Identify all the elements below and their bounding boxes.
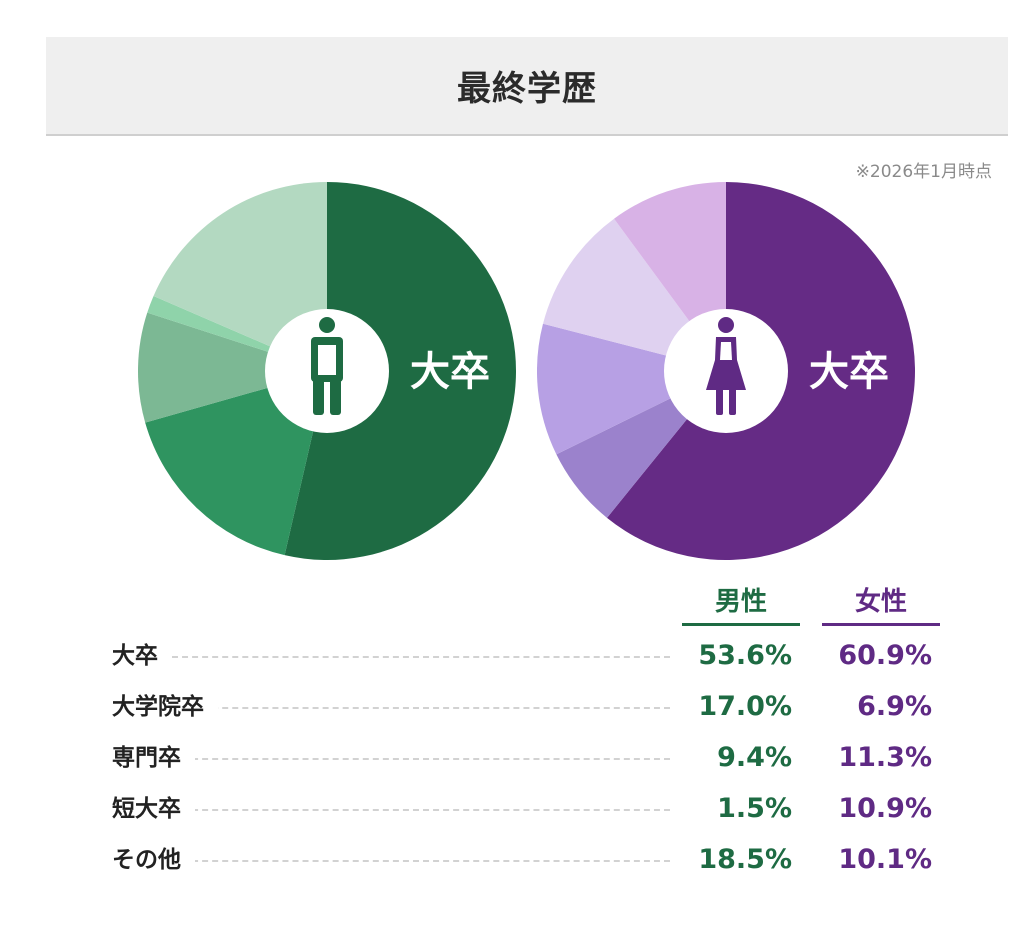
male-value: 1.5% — [717, 793, 792, 824]
leader-dots — [172, 860, 670, 862]
female-value: 10.9% — [838, 793, 932, 824]
female-value: 60.9% — [838, 640, 932, 671]
row-label: 大学院卒 — [112, 687, 218, 727]
table-row: 短大卒 1.5% 10.9% — [112, 789, 942, 829]
leader-dots — [172, 656, 670, 658]
female-person-icon — [706, 317, 746, 415]
male-value: 17.0% — [698, 691, 792, 722]
table-row: その他 18.5% 10.1% — [112, 840, 942, 880]
pie-slice-3 — [537, 323, 726, 455]
female-value: 11.3% — [838, 742, 932, 773]
table-row: 専門卒 9.4% 11.3% — [112, 738, 942, 778]
pie-slice-2 — [145, 371, 327, 556]
leader-dots — [172, 758, 670, 760]
title-bar: 最終学歴 — [46, 37, 1008, 136]
pie-slice-1 — [284, 182, 516, 560]
row-label: 短大卒 — [112, 789, 195, 829]
female-value: 6.9% — [857, 691, 932, 722]
male-column-header: 男性 — [682, 583, 800, 626]
female-value: 10.1% — [838, 844, 932, 875]
male-value: 9.4% — [717, 742, 792, 773]
page-title: 最終学歴 — [457, 69, 597, 109]
row-label: 専門卒 — [112, 738, 195, 778]
male-person-icon — [311, 317, 343, 415]
male-value: 18.5% — [698, 844, 792, 875]
row-label: 大卒 — [112, 636, 172, 676]
table-row: 大学院卒 17.0% 6.9% — [112, 687, 942, 727]
row-label: その他 — [112, 840, 195, 880]
pie-center-label: 大卒 — [809, 349, 889, 395]
female-pie-chart: 大卒 — [537, 182, 915, 560]
male-pie-svg: 大卒 — [138, 182, 516, 560]
as-of-date: ※2026年1月時点 — [855, 162, 992, 182]
female-pie-svg: 大卒 — [537, 182, 915, 560]
female-column-header: 女性 — [822, 583, 940, 626]
pie-slice-3 — [138, 312, 327, 423]
table-row: 大卒 53.6% 60.9% — [112, 636, 942, 676]
pie-slice-5 — [153, 182, 327, 371]
male-pie-chart: 大卒 — [138, 182, 516, 560]
pie-center-label: 大卒 — [410, 349, 490, 395]
male-value: 53.6% — [698, 640, 792, 671]
leader-dots — [172, 809, 670, 811]
leader-dots — [172, 707, 670, 709]
